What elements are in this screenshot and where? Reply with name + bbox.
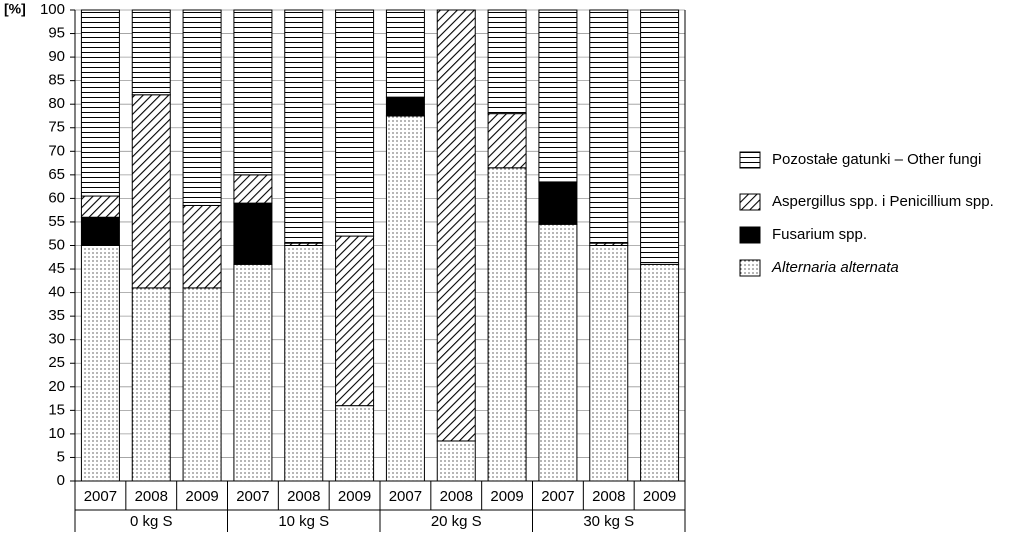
y-tick-label: 100 [40,1,65,18]
y-tick-label: 30 [48,331,65,348]
x-tick-label: 2008 [440,488,473,505]
y-tick-label: 15 [48,401,65,418]
bar-segment [182,204,222,289]
bar-segment [80,195,120,218]
bar-segment [385,96,425,117]
legend-label: Fusarium spp. [772,226,867,243]
y-tick-label: 90 [48,48,65,65]
legend-swatch [739,193,761,211]
bar-segment [538,9,578,183]
bar-segment [538,181,578,225]
x-tick-label: 2007 [541,488,574,505]
group-label: 10 kg S [278,513,329,530]
bar-segment [436,9,476,442]
bar-segment [131,287,171,482]
x-tick-label: 2007 [236,488,269,505]
bar-segment [233,202,273,265]
legend-label: Alternaria alternata [771,259,899,276]
bar-segment [589,245,629,482]
bar-segment [589,9,629,244]
y-tick-label: 35 [48,307,65,324]
y-tick-label: 50 [48,236,65,253]
legend-swatch [739,226,761,244]
group-label: 20 kg S [431,513,482,530]
y-tick-label: 55 [48,213,65,230]
y-tick-label: 75 [48,119,65,136]
x-tick-label: 2007 [84,488,117,505]
y-tick-label: 95 [48,25,65,42]
bar-segment [284,245,324,482]
x-tick-label: 2009 [185,488,218,505]
y-tick-label: 80 [48,95,65,112]
bar-segment [131,9,171,96]
x-tick-label: 2009 [338,488,371,505]
legend-label: Pozostałe gatunki – Other fungi [772,151,981,168]
y-axis-label: [%] [4,1,26,17]
x-tick-label: 2008 [135,488,168,505]
y-tick-label: 40 [48,284,65,301]
bar-segment [640,263,680,482]
legend-swatch [739,151,761,169]
bar-segment [335,235,375,407]
x-tick-label: 2009 [643,488,676,505]
y-tick-label: 25 [48,354,65,371]
y-tick-label: 5 [57,448,65,465]
bar-segment [80,9,120,197]
group-label: 0 kg S [130,513,173,530]
legend-label: Aspergillus spp. i Penicillium spp. [772,193,994,210]
y-tick-label: 20 [48,378,65,395]
bar-segment [182,287,222,482]
legend-swatch [739,259,761,277]
bar-segment [233,263,273,482]
bar-segment [80,216,120,247]
y-tick-label: 45 [48,260,65,277]
bar-segment [335,9,375,237]
bar-segment [233,9,273,176]
y-tick-label: 60 [48,189,65,206]
bar-segment [538,223,578,482]
bar-segment [385,115,425,482]
y-tick-label: 85 [48,72,65,89]
y-tick-label: 70 [48,142,65,159]
bar-segment [385,9,425,98]
bar-segment [436,440,476,482]
group-label: 30 kg S [583,513,634,530]
x-tick-label: 2009 [490,488,523,505]
y-tick-label: 0 [57,472,65,489]
x-tick-label: 2007 [389,488,422,505]
bar-segment [284,9,324,244]
bar-segment [487,167,527,482]
x-tick-label: 2008 [592,488,625,505]
y-tick-label: 65 [48,166,65,183]
y-tick-label: 10 [48,425,65,442]
bar-segment [80,245,120,482]
bar-segment [182,9,222,206]
x-tick-label: 2008 [287,488,320,505]
bar-segment [487,9,527,115]
bar-segment [640,9,680,265]
bar-segment [335,405,375,482]
bar-segment [233,174,273,204]
bar-segment [487,113,527,169]
bar-segment [131,94,171,289]
